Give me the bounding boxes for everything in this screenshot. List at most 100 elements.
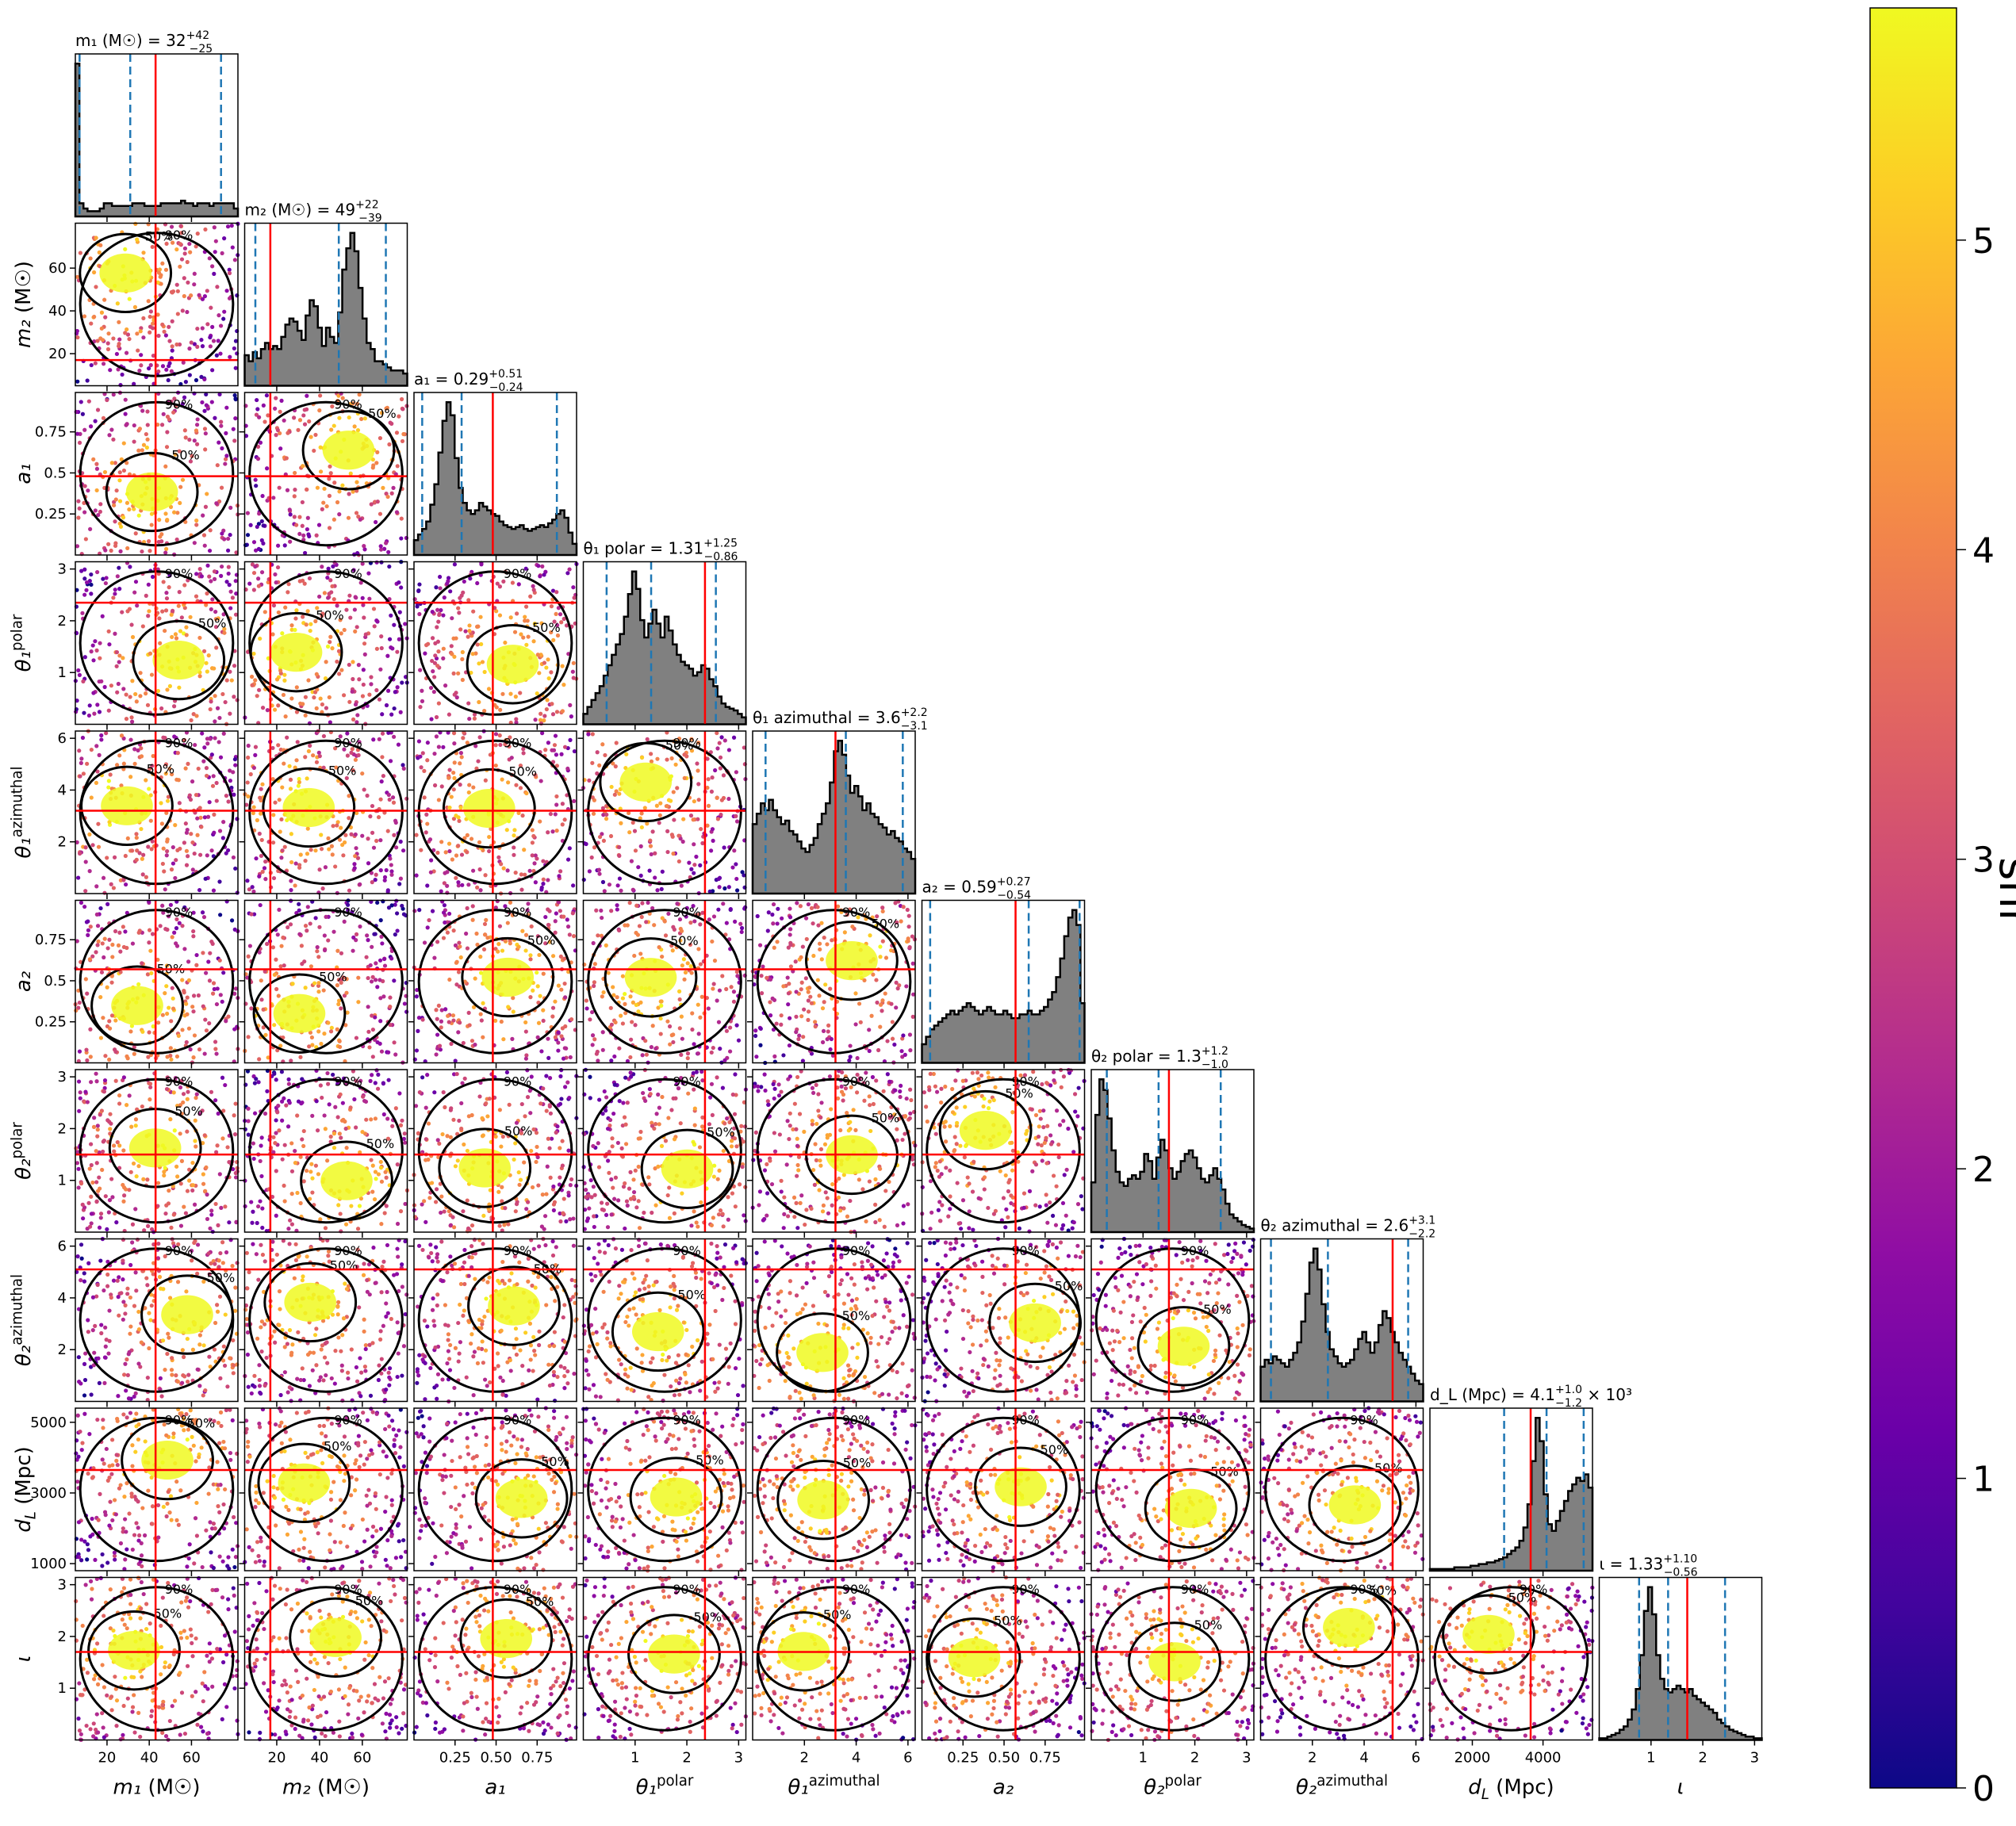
sample-point <box>170 986 174 990</box>
sample-point <box>132 747 137 752</box>
sample-point <box>228 606 233 611</box>
sample-point <box>696 782 701 787</box>
sample-point <box>466 1226 471 1231</box>
sample-point <box>657 813 662 817</box>
sample-point <box>185 1097 190 1101</box>
sample-point <box>97 679 102 684</box>
sample-point <box>278 964 283 969</box>
sample-point <box>439 1210 443 1215</box>
sample-point <box>123 412 128 416</box>
sample-point <box>509 756 514 760</box>
sample-point <box>125 422 129 427</box>
sample-point <box>113 541 118 546</box>
sample-point <box>696 768 700 773</box>
sample-point <box>182 990 186 995</box>
sample-point <box>186 978 191 983</box>
sample-point <box>279 856 284 860</box>
sample-point <box>74 1008 79 1013</box>
sample-point <box>133 580 139 584</box>
sample-point <box>135 237 140 242</box>
sample-point <box>889 1001 894 1006</box>
sample-point <box>450 857 454 862</box>
sample-point <box>174 926 179 931</box>
sample-point <box>140 856 144 861</box>
sample-point <box>273 1141 278 1146</box>
sample-point <box>297 908 301 913</box>
sample-point <box>552 743 558 748</box>
sample-point <box>86 928 91 932</box>
sample-point <box>461 1040 466 1046</box>
sample-point <box>257 874 262 879</box>
sample-point <box>550 1014 555 1019</box>
sample-point <box>171 510 177 515</box>
sample-point <box>336 1203 341 1208</box>
sample-point <box>217 499 222 504</box>
sample-point <box>94 461 99 466</box>
sample-point <box>121 687 126 691</box>
sample-point <box>286 1077 291 1081</box>
sample-point <box>255 397 259 403</box>
sample-point <box>649 852 653 857</box>
sample-point <box>718 755 723 760</box>
sample-point <box>127 336 132 342</box>
sample-point <box>83 1089 88 1094</box>
sample-point <box>82 427 87 432</box>
sample-point <box>98 994 103 1000</box>
sample-point <box>89 572 94 577</box>
sample-point <box>390 1124 395 1128</box>
sample-point <box>190 454 194 458</box>
sample-point <box>338 1212 343 1216</box>
sample-point <box>558 954 563 959</box>
sample-point <box>337 1039 342 1043</box>
sample-point <box>601 990 606 995</box>
sample-point <box>775 921 780 926</box>
sample-point <box>500 777 504 782</box>
sample-point <box>368 814 373 819</box>
sample-point <box>271 1135 276 1139</box>
sample-point <box>184 1039 189 1045</box>
sample-point <box>114 664 119 668</box>
sample-point <box>259 519 264 524</box>
sample-point <box>523 1029 528 1034</box>
sample-point <box>439 1008 444 1013</box>
sample-point <box>505 868 510 873</box>
sample-point <box>219 419 224 424</box>
sample-point <box>182 947 187 951</box>
sample-point <box>202 427 208 431</box>
sample-point <box>190 1183 195 1188</box>
sample-point <box>272 972 277 977</box>
sample-point <box>493 763 498 768</box>
sample-point <box>724 1028 730 1033</box>
sample-point <box>255 457 261 461</box>
sample-point <box>516 582 521 587</box>
sample-point <box>665 757 669 762</box>
sample-point <box>119 733 125 738</box>
sample-point <box>278 668 283 673</box>
sample-point <box>107 937 112 942</box>
sample-point <box>535 970 539 975</box>
sample-point <box>549 670 554 675</box>
sample-point <box>414 833 419 837</box>
sample-point <box>171 410 176 415</box>
sample-point <box>89 582 94 588</box>
sample-point <box>538 993 542 998</box>
sample-point <box>867 1028 872 1032</box>
sample-point <box>397 637 401 641</box>
sample-point <box>698 962 703 967</box>
contour-label-90: 90% <box>165 397 194 412</box>
sample-point <box>469 836 474 841</box>
scatter-panel-t1a-a2: 50%90% <box>747 899 917 1069</box>
sample-point <box>318 393 323 398</box>
sample-point <box>452 775 457 780</box>
sample-point <box>604 943 608 947</box>
sample-point <box>461 1209 466 1214</box>
sample-point <box>901 1033 906 1038</box>
sample-point <box>161 846 166 851</box>
sample-point <box>389 863 393 867</box>
sample-point <box>330 584 335 589</box>
sample-point <box>89 1194 94 1199</box>
sample-point <box>374 560 379 565</box>
sample-point <box>414 994 419 999</box>
sample-point <box>277 907 282 912</box>
sample-point <box>355 480 359 484</box>
